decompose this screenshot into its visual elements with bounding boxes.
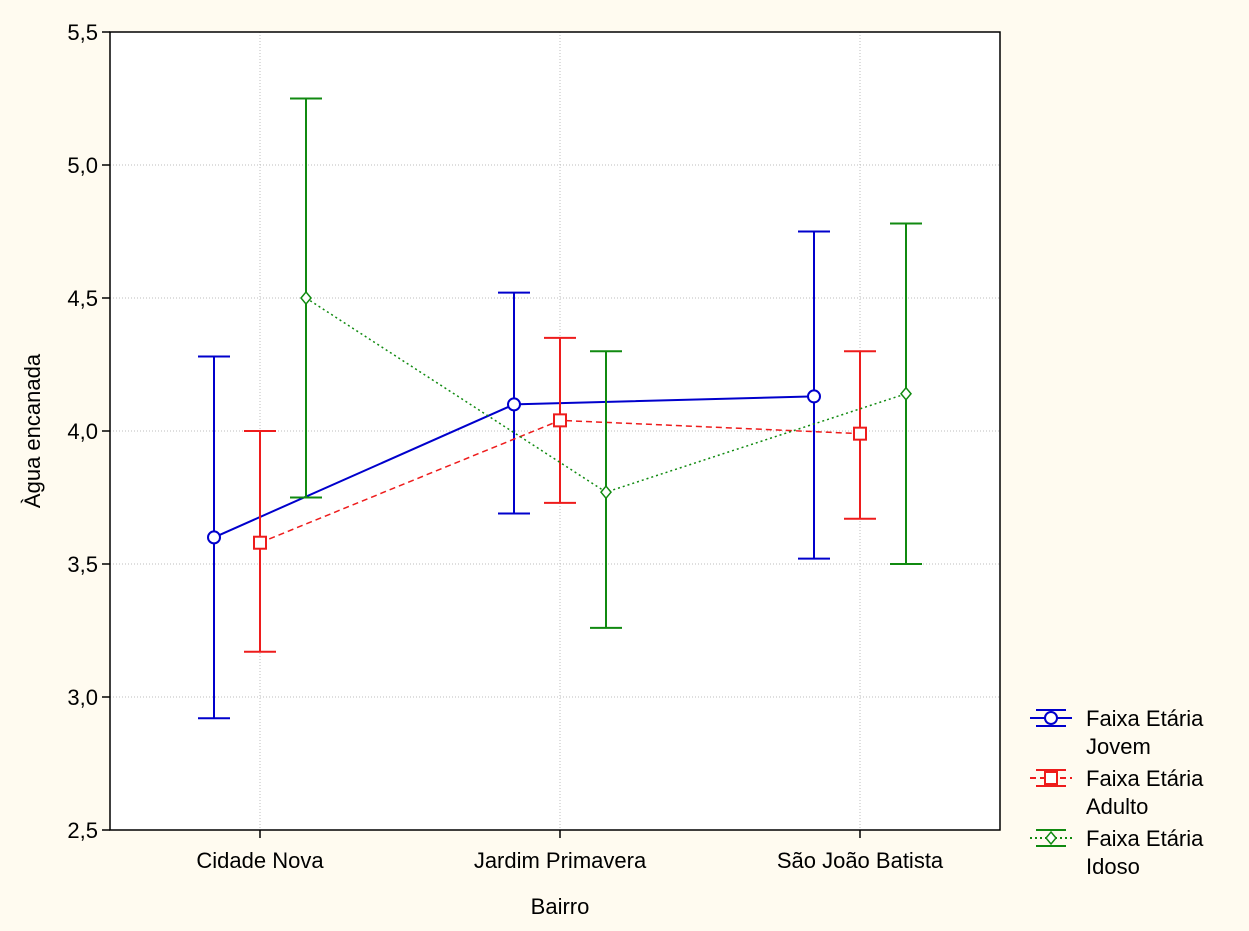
- legend-entry-3: Faixa Etária Idoso: [1030, 826, 1204, 879]
- legend-label-line1: Faixa Etária: [1086, 766, 1204, 791]
- x-axis-title: Bairro: [531, 894, 590, 919]
- y-tick-label: 5,0: [67, 153, 98, 178]
- data-point: [807, 389, 821, 404]
- legend-label-line1: Faixa Etária: [1086, 706, 1204, 731]
- y-axis-title: Àgua encanada: [20, 353, 45, 508]
- series-1: [198, 230, 830, 720]
- data-point: [900, 386, 912, 401]
- legend-label-line2: Adulto: [1086, 794, 1148, 819]
- legend-marker: [1045, 830, 1057, 846]
- legend-entry-2: Faixa Etária Adulto: [1030, 766, 1204, 819]
- y-tick-label: 3,5: [67, 552, 98, 577]
- grid: [110, 32, 1000, 830]
- x-tick-label: Cidade Nova: [196, 848, 324, 873]
- x-tick-label: Jardim Primavera: [474, 848, 647, 873]
- legend-label-line2: Jovem: [1086, 734, 1151, 759]
- data-point: [600, 485, 612, 500]
- data-point: [553, 413, 567, 428]
- axes: 2,5 3,0 3,5 4,0 4,5 5,0 5,5 Cidade Nova Jardim P…: [67, 20, 944, 873]
- series-2: [244, 336, 876, 653]
- data-point: [207, 530, 221, 545]
- series-3: [290, 97, 922, 629]
- data-point: [853, 426, 867, 441]
- y-tick-label: 2,5: [67, 818, 98, 843]
- legend-marker: [1044, 771, 1058, 785]
- legend-label-line1: Faixa Etária: [1086, 826, 1204, 851]
- y-tick-label: 4,0: [67, 419, 98, 444]
- legend-entry-1: Faixa Etária Jovem: [1030, 706, 1204, 759]
- y-tick-label: 5,5: [67, 20, 98, 45]
- x-tick-label: São João Batista: [777, 848, 944, 873]
- y-tick-label: 3,0: [67, 685, 98, 710]
- series-layer: [198, 97, 922, 720]
- data-point: [253, 535, 267, 550]
- data-point: [300, 290, 312, 306]
- legend-label-line2: Idoso: [1086, 854, 1140, 879]
- data-point: [507, 397, 521, 412]
- y-tick-label: 4,5: [67, 286, 98, 311]
- legend-marker: [1044, 711, 1058, 725]
